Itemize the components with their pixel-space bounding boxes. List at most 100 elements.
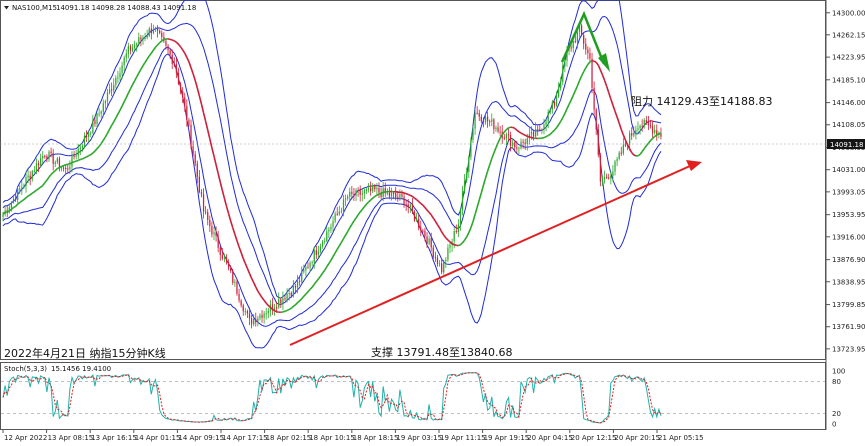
- ma-segment: [453, 243, 457, 247]
- candle-body: [177, 73, 180, 84]
- ma-segment: [428, 211, 432, 216]
- ma-segment: [10, 206, 15, 210]
- ma-segment: [140, 65, 144, 70]
- time-tick-label: 14 Apr 01:15: [135, 434, 181, 442]
- ma-segment: [628, 148, 633, 154]
- ma-segment: [225, 206, 230, 214]
- ma-segment: [470, 221, 474, 228]
- candle-body: [81, 145, 84, 148]
- price-tick-label: 14223.95: [832, 54, 865, 62]
- candle-body: [330, 226, 332, 230]
- ma-segment: [434, 220, 439, 226]
- ma-segment: [422, 204, 426, 209]
- candle-body: [104, 100, 107, 104]
- candle-body: [50, 151, 52, 154]
- candle-body: [10, 202, 13, 208]
- ma-segment: [520, 132, 524, 135]
- candle-body: [230, 267, 232, 271]
- candle-body: [294, 285, 297, 288]
- candle-body: [244, 311, 246, 313]
- candle-body: [656, 130, 658, 136]
- candle-body: [129, 45, 132, 51]
- time-tick-label: 20 Apr 04:15: [527, 434, 573, 442]
- candle-body: [138, 37, 140, 44]
- ma-segment: [179, 46, 184, 51]
- candle-body: [493, 119, 495, 130]
- ma-segment: [643, 145, 647, 150]
- ma-segment: [447, 239, 451, 243]
- candle-body: [48, 151, 50, 160]
- ma-segment: [463, 236, 468, 241]
- candle-body: [468, 157, 470, 172]
- candle-body: [620, 152, 622, 154]
- ma-segment: [649, 137, 654, 142]
- candle-body: [257, 318, 259, 323]
- candle-body: [21, 187, 23, 189]
- candle-body: [261, 314, 263, 318]
- candle-body: [223, 257, 226, 259]
- candle-body: [426, 236, 428, 244]
- candle-body: [211, 226, 213, 235]
- ma-segment: [133, 76, 138, 82]
- candle-body: [219, 247, 221, 256]
- candle-body: [457, 224, 459, 233]
- candle-body: [395, 193, 397, 197]
- ma-segment: [244, 263, 249, 269]
- ma-segment: [238, 246, 242, 253]
- ma-segment: [416, 198, 420, 203]
- ma-segment: [420, 202, 424, 206]
- candle-body: [612, 171, 614, 176]
- candle-body: [374, 186, 376, 190]
- ma-segment: [257, 290, 261, 295]
- candle-body: [334, 213, 336, 222]
- candle-body: [453, 231, 455, 242]
- ma-segment: [123, 97, 127, 103]
- ma-segment: [380, 191, 384, 195]
- ma-segment: [572, 90, 577, 96]
- candle-body: [342, 199, 345, 212]
- stochastic-oscillator: 100 80 20 0: [1, 368, 845, 429]
- candle-body: [25, 177, 27, 186]
- ma-segment: [607, 92, 612, 100]
- ma-segment: [445, 237, 449, 241]
- time-tick-label: 19 Apr 19:15: [484, 434, 530, 442]
- ma-segment: [96, 145, 100, 150]
- candle-body: [455, 231, 457, 233]
- ma-segment: [478, 192, 483, 201]
- candle-body: [42, 155, 44, 159]
- candle-body: [301, 271, 303, 282]
- ma-segment: [100, 139, 104, 145]
- candle-body: [522, 141, 524, 143]
- candle-body: [336, 213, 338, 215]
- candle-body: [140, 37, 142, 40]
- candle-body: [422, 230, 424, 232]
- ma-segment: [626, 144, 631, 150]
- candle-body: [90, 132, 92, 134]
- candle-body: [411, 204, 414, 212]
- candle-body: [54, 162, 56, 164]
- ma-segment: [69, 161, 73, 165]
- ma-segment: [332, 252, 336, 257]
- candle-body: [384, 188, 386, 194]
- candle-body: [286, 294, 288, 300]
- ma-segment: [595, 61, 599, 66]
- ma-segment: [229, 220, 234, 229]
- ma-segment: [88, 153, 92, 157]
- support-trend-line: [289, 160, 702, 346]
- candle-body: [117, 77, 119, 79]
- candle-body: [156, 28, 159, 31]
- candle-body: [217, 236, 219, 248]
- ma-segment: [336, 245, 340, 250]
- ma-segment: [17, 201, 21, 205]
- candle-body: [388, 192, 391, 197]
- ma-segment: [188, 61, 192, 68]
- candle-body: [175, 64, 178, 74]
- candle-body: [555, 96, 558, 106]
- candle-body: [564, 60, 566, 66]
- ma-segment: [113, 117, 117, 123]
- ma-segment: [29, 192, 33, 196]
- candle-body: [111, 89, 113, 91]
- ma-segment: [361, 206, 365, 210]
- ma-segment: [25, 195, 29, 199]
